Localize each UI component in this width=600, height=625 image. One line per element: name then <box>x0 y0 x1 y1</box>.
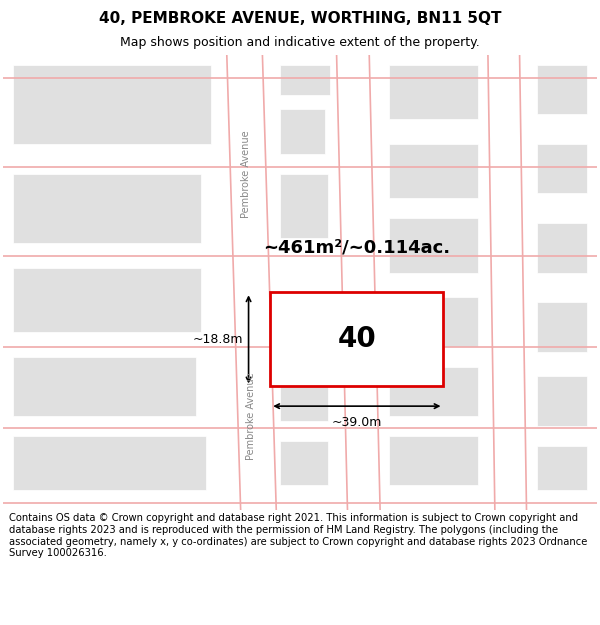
Text: ~39.0m: ~39.0m <box>332 416 382 429</box>
Bar <box>280 441 328 485</box>
Bar <box>13 65 211 144</box>
Text: ~461m²/~0.114ac.: ~461m²/~0.114ac. <box>263 239 451 257</box>
Bar <box>389 367 478 416</box>
Text: 40, PEMBROKE AVENUE, WORTHING, BN11 5QT: 40, PEMBROKE AVENUE, WORTHING, BN11 5QT <box>99 11 501 26</box>
Bar <box>389 218 478 272</box>
Text: Map shows position and indicative extent of the property.: Map shows position and indicative extent… <box>120 36 480 49</box>
Bar <box>538 223 587 272</box>
Bar <box>280 65 329 94</box>
Text: Pembroke Avenue: Pembroke Avenue <box>241 130 251 218</box>
Bar <box>389 65 478 119</box>
Bar <box>538 65 587 114</box>
Text: 40: 40 <box>337 326 376 353</box>
Bar <box>538 446 587 490</box>
Text: Contains OS data © Crown copyright and database right 2021. This information is : Contains OS data © Crown copyright and d… <box>9 514 587 558</box>
Bar <box>280 357 328 421</box>
Bar <box>538 144 587 194</box>
Bar <box>389 298 478 347</box>
Bar <box>13 357 196 416</box>
Bar <box>389 144 478 198</box>
Bar <box>13 436 206 490</box>
Bar <box>389 436 478 485</box>
Bar <box>13 174 201 243</box>
Text: ~18.8m: ~18.8m <box>193 333 244 346</box>
Text: Pembroke Avenue: Pembroke Avenue <box>245 372 256 460</box>
Bar <box>538 302 587 352</box>
Bar <box>280 109 325 154</box>
Bar <box>538 376 587 426</box>
Bar <box>271 292 443 386</box>
Bar <box>280 174 328 238</box>
Bar <box>13 268 201 332</box>
